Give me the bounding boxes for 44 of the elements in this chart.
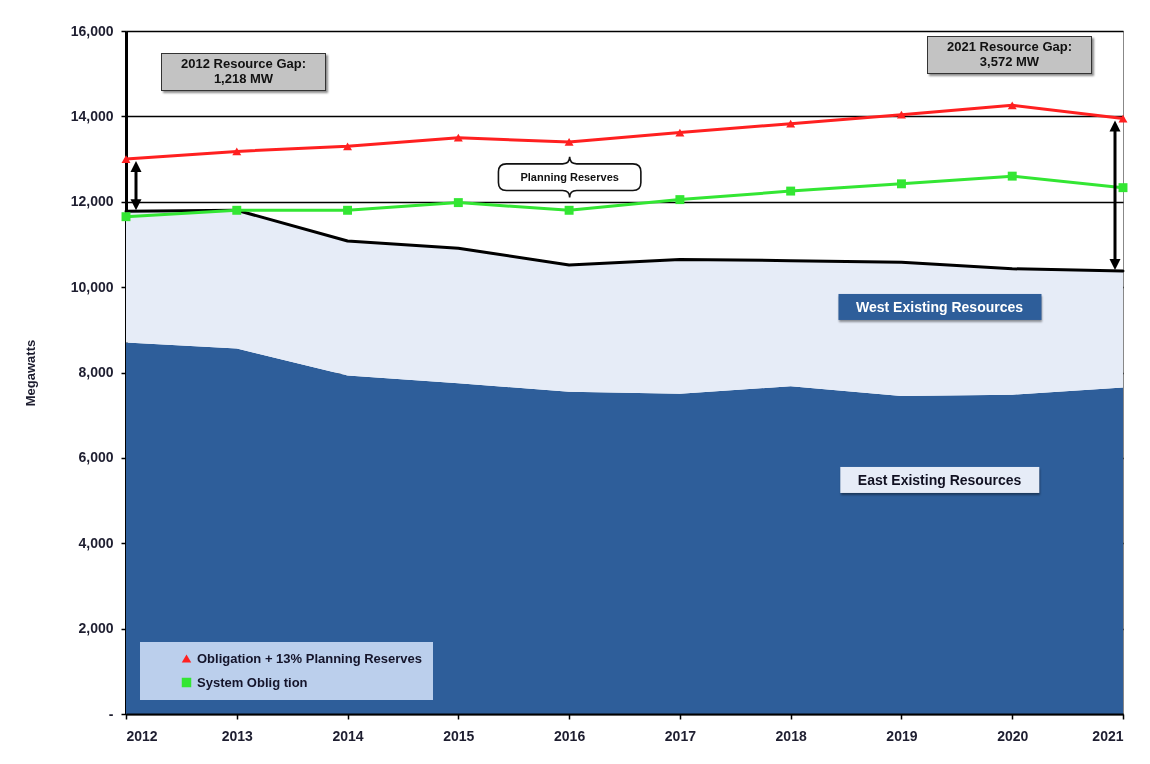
point bbox=[896, 110, 906, 119]
x-tick-label: 2021 bbox=[1092, 727, 1124, 744]
point bbox=[343, 205, 353, 215]
y-tick-label: 2,000 bbox=[78, 620, 114, 637]
x-tick-label: 2017 bbox=[664, 727, 697, 744]
point bbox=[121, 155, 131, 163]
point bbox=[232, 205, 242, 215]
point bbox=[1118, 114, 1128, 123]
point bbox=[786, 186, 796, 196]
x-tick-label: 2015 bbox=[443, 727, 475, 744]
y-tick-label: 10,000 bbox=[70, 278, 114, 295]
point bbox=[675, 195, 685, 205]
point bbox=[453, 133, 463, 142]
point bbox=[453, 198, 463, 208]
x-tick-label: 2013 bbox=[221, 727, 254, 744]
annotation: Planning Reserves bbox=[520, 170, 619, 184]
y-tick-label: 14,000 bbox=[70, 107, 114, 124]
point bbox=[564, 138, 574, 146]
legend-label: Obligation + 13% Planning Reserves bbox=[197, 650, 423, 666]
y-tick-label: 8,000 bbox=[78, 364, 114, 380]
x-tick-label: 2018 bbox=[775, 727, 807, 744]
y-tick-label: 4,000 bbox=[78, 534, 114, 551]
series-label: West Existing Resources bbox=[838, 293, 1042, 320]
x-tick-label: 2012 bbox=[126, 727, 158, 744]
point bbox=[896, 179, 906, 189]
point bbox=[343, 142, 353, 151]
point bbox=[1007, 171, 1017, 181]
y-axis-title: Megawatts bbox=[22, 339, 38, 407]
y-tick-label: 16,000 bbox=[70, 22, 114, 39]
point bbox=[1118, 183, 1128, 193]
y-tick-label: - bbox=[108, 705, 114, 722]
x-tick-label: 2016 bbox=[554, 727, 586, 744]
point bbox=[232, 147, 242, 156]
point bbox=[564, 205, 574, 215]
legend-label: System Oblig tion bbox=[197, 674, 308, 690]
point bbox=[1007, 101, 1017, 110]
y-tick-label: 12,000 bbox=[70, 193, 114, 210]
y-tick-label: 6,000 bbox=[78, 449, 114, 466]
x-tick-label: 2019 bbox=[886, 727, 918, 744]
point bbox=[121, 212, 131, 222]
point bbox=[786, 119, 796, 128]
x-tick-label: 2020 bbox=[997, 727, 1029, 744]
series-label: East Existing Resources bbox=[839, 466, 1040, 493]
x-tick-label: 2014 bbox=[332, 727, 364, 744]
